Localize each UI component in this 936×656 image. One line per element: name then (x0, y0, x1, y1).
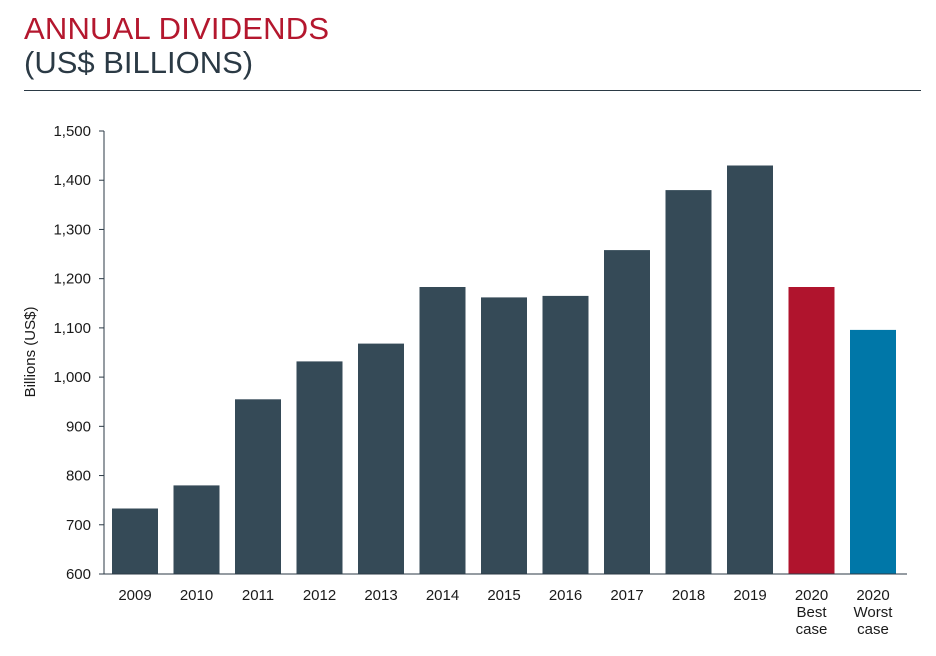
x-tick-label: 2018 (672, 587, 705, 604)
x-tick-label: 2011 (242, 587, 274, 604)
bar-2020-best-case (788, 287, 835, 574)
x-tick-label: 2013 (364, 587, 397, 604)
bar-2010 (173, 485, 220, 574)
bar-2013 (358, 343, 404, 574)
y-axis: 600 700 800 900 1,000 1,100 1,200 1,300 1,400 1,5… (53, 123, 105, 583)
x-tick-label: 2020 Best case (795, 587, 828, 638)
y-tick-label: 1,100 (53, 320, 91, 337)
x-tick-label: 2015 (487, 587, 520, 604)
x-tick-label: 2009 (118, 587, 151, 604)
x-tick-label: 2017 (610, 587, 643, 604)
bars-group (112, 165, 896, 574)
x-tick-label: 2012 (303, 587, 336, 604)
x-tick-label: 2014 (426, 587, 459, 604)
y-tick-label: 1,200 (53, 271, 91, 288)
y-tick-label: 1,000 (53, 369, 91, 386)
chart-header: ANNUAL DIVIDENDS (US$ BILLIONS) (24, 12, 329, 80)
bar-2011 (235, 399, 281, 574)
y-tick-label: 1,500 (53, 123, 91, 140)
bar-2019 (727, 165, 773, 574)
bar-2018 (665, 190, 712, 574)
x-tick-label: 2019 (733, 587, 766, 604)
bar-2017 (604, 250, 650, 574)
bar-2020-worst-case (850, 329, 896, 574)
title-divider (24, 90, 921, 91)
x-axis: 2009 2010 2011 2012 2013 2014 2015 2016 2017 2018… (104, 573, 907, 638)
y-tick-label: 1,300 (53, 221, 91, 238)
y-tick-label: 1,400 (53, 172, 91, 189)
x-tick-label: 2020 Worst case (854, 587, 894, 638)
bar-2016 (542, 295, 589, 574)
y-axis-label: Billions (US$) (22, 307, 39, 398)
bar-2012 (296, 361, 343, 574)
bar-2015 (481, 297, 527, 574)
bar-2014 (419, 287, 466, 574)
x-tick-label: 2010 (180, 587, 213, 604)
y-tick-label: 600 (66, 566, 91, 583)
bar-2009 (112, 508, 158, 574)
x-tick-label: 2016 (549, 587, 582, 604)
y-tick-label: 900 (66, 418, 91, 435)
chart-title: ANNUAL DIVIDENDS (24, 11, 330, 46)
y-tick-label: 700 (66, 517, 91, 534)
y-tick-label: 800 (66, 468, 91, 485)
chart-subtitle: (US$ BILLIONS) (24, 45, 254, 80)
